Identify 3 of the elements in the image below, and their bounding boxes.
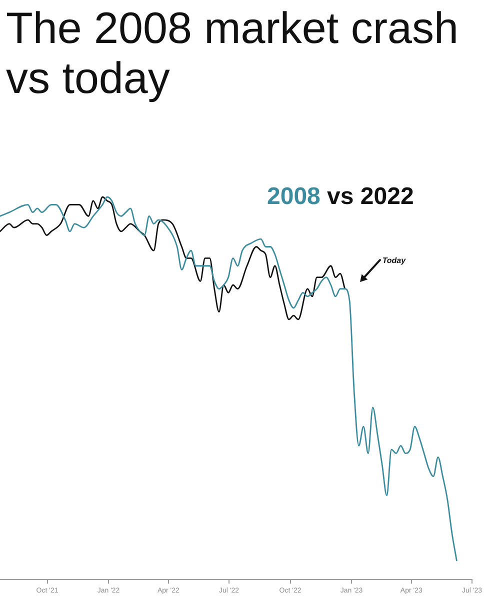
chart-subtitle: 2008 vs 2022 xyxy=(267,183,414,210)
chart-title: The 2008 market crash vs today xyxy=(6,4,460,104)
annotation: Today xyxy=(382,256,406,266)
